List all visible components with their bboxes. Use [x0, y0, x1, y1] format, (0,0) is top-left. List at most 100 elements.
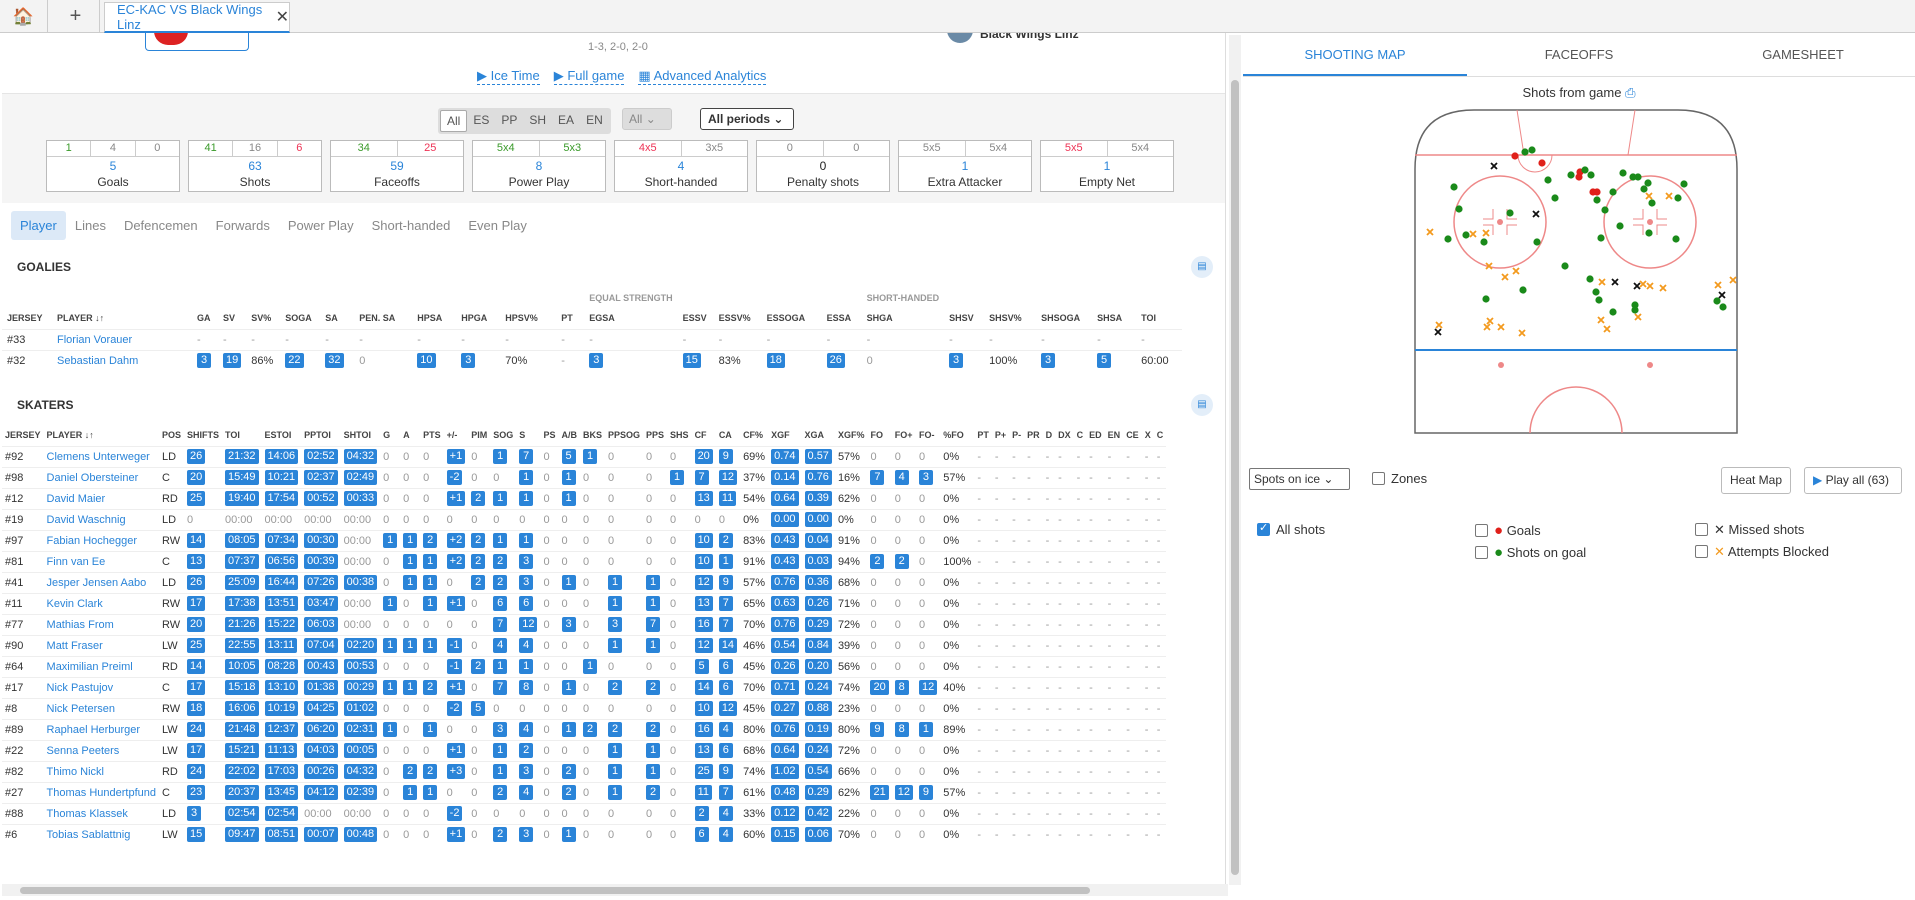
- shot-on-goal-marker[interactable]: [1587, 171, 1595, 179]
- blocked-shot-marker[interactable]: [1518, 329, 1526, 337]
- legend-missed[interactable]: ✕ Missed shots: [1695, 522, 1804, 538]
- column-header[interactable]: HPSV%: [505, 313, 538, 324]
- column-header[interactable]: SV%: [251, 313, 272, 324]
- tab-power-play[interactable]: Power Play: [287, 217, 354, 233]
- missed-shot-marker[interactable]: [1532, 210, 1540, 218]
- column-header[interactable]: SHIFTS: [187, 430, 220, 441]
- shot-on-goal-marker[interactable]: [1592, 288, 1600, 296]
- blocked-shot-marker[interactable]: [1485, 262, 1493, 270]
- shot-on-goal-marker[interactable]: [1480, 238, 1488, 246]
- blocked-shot-marker[interactable]: [1435, 321, 1443, 329]
- checkbox-icon[interactable]: [1695, 545, 1708, 558]
- shot-on-goal-marker[interactable]: [1672, 235, 1680, 243]
- legend-all-shots[interactable]: All shots: [1257, 521, 1325, 537]
- shot-on-goal-marker[interactable]: [1462, 231, 1470, 239]
- shot-on-goal-marker[interactable]: [1593, 196, 1601, 204]
- blocked-shot-marker[interactable]: [1497, 323, 1505, 331]
- blocked-shot-marker[interactable]: [1645, 192, 1653, 200]
- shot-on-goal-marker[interactable]: [1528, 146, 1536, 154]
- goalie-row[interactable]: #33 Florian Vorauer - - - - - - - - - - - - - - - - - - - - -: [2, 328, 1183, 350]
- column-header[interactable]: X: [1144, 430, 1151, 441]
- skater-row[interactable]: #98 Daniel Obersteiner C 20 15:49 10:21 02:37 0…: [2, 466, 1167, 488]
- column-header[interactable]: A: [403, 430, 410, 441]
- scroll-thumb[interactable]: [1231, 80, 1239, 875]
- missed-shot-marker[interactable]: [1490, 162, 1498, 170]
- shot-on-goal-marker[interactable]: [1619, 169, 1627, 177]
- stat-card[interactable]: 34 25 59 Faceoffs: [330, 140, 464, 192]
- tab-player[interactable]: Player: [11, 210, 66, 240]
- shot-on-goal-marker[interactable]: [1450, 183, 1458, 191]
- skater-row[interactable]: #88 Thomas Klassek LD 3 02:54 02:54 00:00 00:00…: [2, 802, 1167, 824]
- tab-short-handed[interactable]: Short-handed: [371, 217, 451, 233]
- player-name-link[interactable]: Tobias Sablattnig: [46, 828, 131, 841]
- shot-on-goal-marker[interactable]: [1519, 286, 1527, 294]
- column-header[interactable]: FO+: [894, 430, 913, 441]
- blocked-shot-marker[interactable]: [1659, 284, 1667, 292]
- skater-row[interactable]: #82 Thimo Nickl RD 24 22:02 17:03 00:26 04:32 0 2…: [2, 760, 1167, 782]
- tab-defencemen[interactable]: Defencemen: [123, 217, 198, 233]
- column-header[interactable]: PPTOI: [304, 430, 331, 441]
- column-header[interactable]: PEN. SA: [359, 313, 396, 324]
- shot-on-goal-marker[interactable]: [1680, 180, 1688, 188]
- advanced-analytics-link[interactable]: ▦ Advanced Analytics: [638, 68, 767, 85]
- full-game-link[interactable]: ▶ Full game: [553, 68, 625, 85]
- shot-on-goal-marker[interactable]: [1567, 171, 1575, 179]
- stat-card[interactable]: 0 0 0 Penalty shots: [756, 140, 890, 192]
- skater-row[interactable]: #17 Nick Pastujov C 17 15:18 13:10 01:38 00:29 1…: [2, 676, 1167, 698]
- column-header[interactable]: PT: [561, 313, 573, 324]
- column-header[interactable]: EN: [1107, 430, 1121, 441]
- column-header[interactable]: S: [519, 430, 526, 441]
- blocked-shot-marker[interactable]: [1603, 325, 1611, 333]
- vertical-scrollbar[interactable]: [1229, 35, 1241, 885]
- horizontal-scrollbar[interactable]: [2, 884, 1228, 896]
- zones-checkbox[interactable]: Zones: [1372, 471, 1427, 486]
- column-header[interactable]: SHTOI: [343, 430, 371, 441]
- shot-on-goal-marker[interactable]: [1629, 173, 1637, 181]
- column-header[interactable]: ESSA: [826, 313, 852, 324]
- skater-row[interactable]: #90 Matt Fraser LW 25 22:55 13:11 07:04 02:20 1 1…: [2, 634, 1167, 656]
- blocked-shot-marker[interactable]: [1597, 316, 1605, 324]
- shot-on-goal-marker[interactable]: [1521, 148, 1529, 156]
- column-header[interactable]: DX: [1058, 430, 1071, 441]
- skater-row[interactable]: #97 Fabian Hochegger RW 14 08:05 07:34 00:30 00…: [2, 529, 1167, 551]
- player-name-link[interactable]: Thomas Hundertpfund: [46, 786, 156, 799]
- shot-on-goal-marker[interactable]: [1609, 308, 1617, 316]
- column-header[interactable]: JERSEY: [7, 313, 43, 324]
- missed-shot-marker[interactable]: [1611, 278, 1619, 286]
- skater-row[interactable]: #92 Clemens Unterweger LD 26 21:32 14:06 02:52…: [2, 445, 1167, 467]
- tab-forwards[interactable]: Forwards: [215, 217, 270, 233]
- skater-row[interactable]: #19 David Waschnig LD 0 00:00 00:00 00:00 00:00…: [2, 508, 1167, 530]
- home-icon[interactable]: 🏠: [0, 0, 48, 33]
- shot-on-goal-marker[interactable]: [1597, 234, 1605, 242]
- column-header[interactable]: PR: [1027, 430, 1040, 441]
- column-header[interactable]: C: [1156, 430, 1164, 441]
- situation-pp[interactable]: PP: [501, 113, 518, 127]
- tab-shooting-map[interactable]: SHOOTING MAP: [1243, 33, 1467, 76]
- shot-on-goal-marker[interactable]: [1616, 222, 1624, 230]
- blocked-shot-marker[interactable]: [1646, 282, 1654, 290]
- column-header[interactable]: SA: [325, 313, 338, 324]
- tab-faceoffs[interactable]: FACEOFFS: [1544, 47, 1614, 62]
- column-header[interactable]: SOGA: [285, 313, 312, 324]
- goal-marker[interactable]: [1511, 152, 1519, 160]
- player-name-link[interactable]: Senna Peeters: [46, 744, 120, 757]
- stat-card[interactable]: 5x5 5x4 1 Empty Net: [1040, 140, 1174, 192]
- column-header[interactable]: FO-: [918, 430, 935, 441]
- shot-on-goal-marker[interactable]: [1482, 295, 1490, 303]
- player-name-link[interactable]: Thimo Nickl: [46, 765, 104, 778]
- home-team-box[interactable]: [145, 33, 249, 51]
- skater-row[interactable]: #12 David Maier RD 25 19:40 17:54 00:52 00:33 0 0…: [2, 487, 1167, 509]
- blocked-shot-marker[interactable]: [1501, 273, 1509, 281]
- player-name-link[interactable]: Kevin Clark: [46, 597, 103, 610]
- shot-on-goal-marker[interactable]: [1609, 188, 1617, 196]
- column-header[interactable]: SOG: [493, 430, 514, 441]
- add-tab-button[interactable]: +: [52, 0, 100, 33]
- player-name-link[interactable]: Daniel Obersteiner: [46, 471, 139, 484]
- shot-on-goal-marker[interactable]: [1634, 173, 1642, 181]
- situation-en[interactable]: EN: [586, 113, 603, 127]
- shot-on-goal-marker[interactable]: [1551, 194, 1559, 202]
- book-icon[interactable]: ▤: [1191, 256, 1213, 278]
- heat-map-button[interactable]: Heat Map: [1721, 467, 1792, 494]
- missed-shot-marker[interactable]: [1718, 291, 1726, 299]
- column-header[interactable]: PT: [977, 430, 989, 441]
